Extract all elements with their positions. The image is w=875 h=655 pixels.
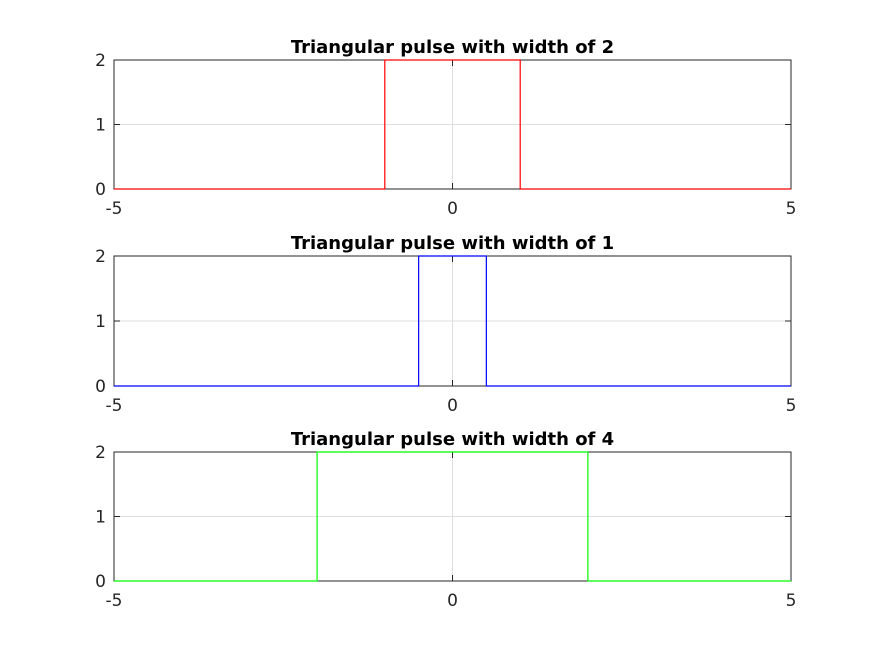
x-tick-label: 5 <box>786 199 797 219</box>
chart-title: Triangular pulse with width of 2 <box>291 37 614 58</box>
y-tick-label: 0 <box>95 377 106 397</box>
x-tick-label: 0 <box>447 396 458 416</box>
x-tick-label: 5 <box>786 591 797 611</box>
y-tick-label: 1 <box>95 312 106 332</box>
chart-title: Triangular pulse with width of 1 <box>291 233 614 254</box>
pulse-series-line <box>114 255 791 387</box>
y-tick-label: 0 <box>95 180 106 200</box>
y-tick-label: 1 <box>95 116 106 136</box>
y-tick-label: 2 <box>95 247 106 267</box>
x-tick-label: 5 <box>786 396 797 416</box>
pulse-series-line <box>114 59 791 190</box>
y-tick-label: 0 <box>95 572 106 592</box>
x-tick-label: -5 <box>106 591 123 611</box>
x-tick-label: -5 <box>106 396 123 416</box>
y-tick-label: 2 <box>95 443 106 463</box>
x-tick-label: 0 <box>447 591 458 611</box>
chart-title: Triangular pulse with width of 4 <box>291 429 614 450</box>
x-tick-label: 0 <box>447 199 458 219</box>
y-tick-label: 2 <box>95 51 106 71</box>
y-tick-label: 1 <box>95 508 106 528</box>
x-tick-label: -5 <box>106 199 123 219</box>
pulse-series-line <box>114 451 791 582</box>
